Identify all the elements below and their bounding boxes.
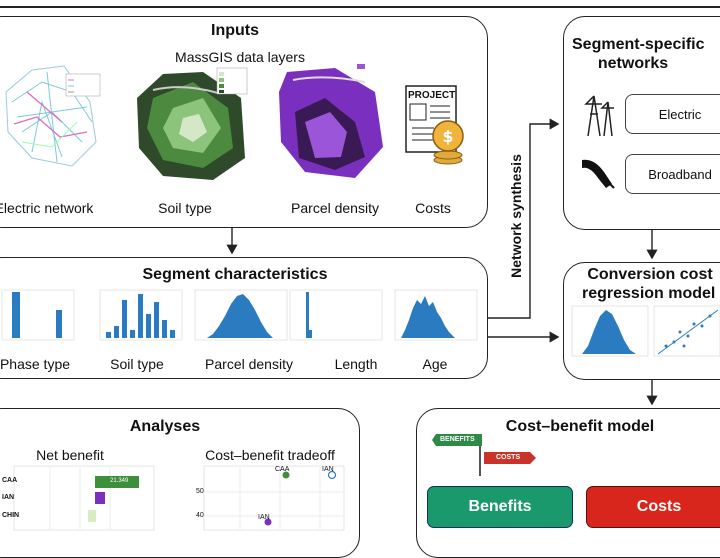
top-rule (0, 6, 720, 8)
segment-characteristics-title: Segment characteristics (142, 266, 328, 283)
project-costs-icon: $ (405, 85, 464, 165)
segment-networks-title-1: Segment-specific (572, 36, 705, 53)
svg-text:$: $ (442, 127, 453, 146)
scatter-label-caa: CAA (275, 466, 290, 473)
parcel-density-map (279, 64, 383, 178)
segment-networks-title-2: networks (597, 55, 669, 72)
scatter-label-ian-2: IAN (258, 514, 270, 521)
input-electric-network: Electric network (0, 200, 94, 216)
char-soil-type: Soil type (110, 356, 164, 372)
soil-type-histogram (99, 289, 183, 341)
phase-type-histogram (1, 289, 75, 341)
char-parcel-density: Parcel density (205, 356, 293, 372)
tradeoff-label: Cost–benefit tradeoff (205, 447, 335, 463)
scatter-label-ian-1: IAN (322, 466, 334, 473)
ytick-40: 40 (196, 512, 204, 519)
length-histogram (289, 289, 383, 341)
benefits-box: Benefits (427, 486, 573, 528)
age-histogram (394, 289, 478, 341)
net-benefit-label: Net benefit (36, 447, 104, 463)
sign-benefits-label: BENEFITS (440, 436, 475, 443)
signpost-icon (432, 434, 536, 476)
conversion-title-1: Conversion cost (587, 266, 713, 283)
conversion-cost-box (563, 262, 720, 380)
input-costs: Costs (415, 200, 451, 216)
parcel-density-histogram (194, 289, 288, 341)
char-length: Length (334, 356, 378, 372)
bar-label-chin: CHIN (2, 512, 20, 519)
input-parcel-density: Parcel density (291, 200, 379, 216)
bar-label-ian: IAN (2, 494, 15, 501)
transmission-tower-icon (584, 95, 614, 137)
bar-label-caa: CAA (2, 477, 18, 484)
ytick-50: 50 (196, 488, 204, 495)
project-label: PROJECT (408, 90, 456, 101)
conversion-title-2: regression model (582, 285, 716, 302)
massgis-label: MassGIS data layers (175, 49, 305, 65)
conversion-cost-scatter (653, 305, 720, 357)
analyses-title: Analyses (129, 418, 201, 435)
electric-network-map (5, 65, 101, 167)
char-phase-type: Phase type (0, 356, 71, 372)
cost-benefit-title: Cost–benefit model (505, 418, 655, 435)
bar-value-label: 21.349 (110, 478, 129, 484)
cable-icon (582, 159, 615, 189)
conversion-cost-histogram (571, 305, 649, 357)
char-age: Age (422, 356, 448, 372)
segment-characteristics-box (0, 257, 488, 379)
electric-network-box: Electric (625, 94, 720, 134)
input-soil-type: Soil type (158, 200, 212, 216)
inputs-title: Inputs (211, 22, 259, 39)
broadband-network-box: Broadband (625, 154, 720, 194)
net-benefit-chart (13, 465, 155, 531)
soil-type-map (137, 67, 248, 180)
costs-box: Costs (586, 486, 720, 528)
connector-arrows (226, 118, 658, 406)
sign-costs-label: COSTS (496, 454, 521, 461)
